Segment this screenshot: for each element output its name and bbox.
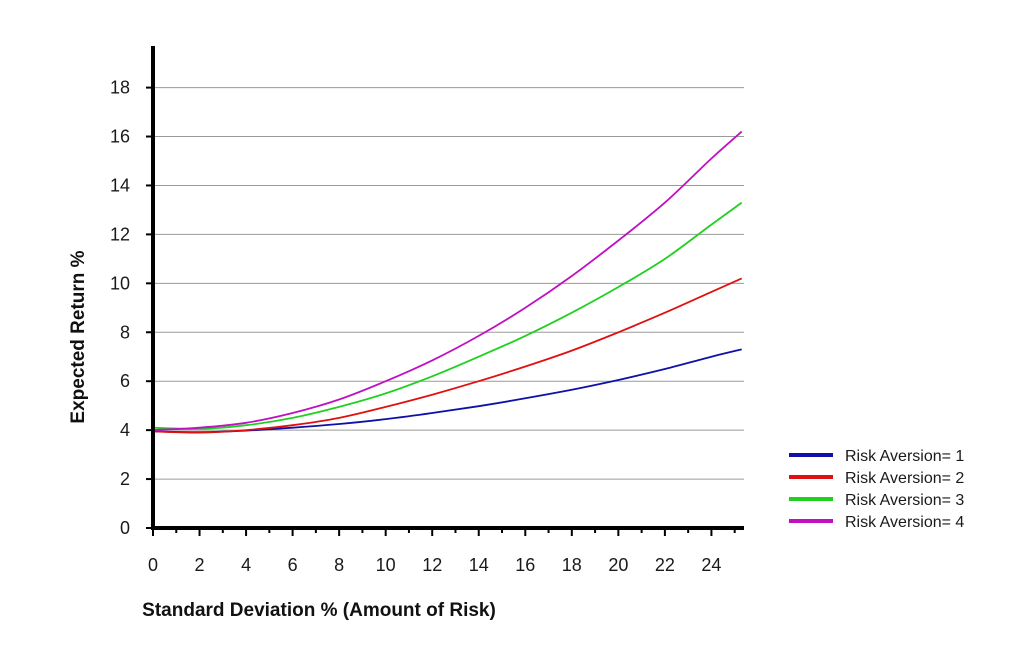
series-line-risk-aversion-3 bbox=[152, 201, 743, 430]
axes bbox=[151, 46, 744, 530]
y-tick-label: 16 bbox=[110, 127, 130, 147]
x-tick-label: 10 bbox=[376, 555, 396, 575]
x-tick-label: 4 bbox=[241, 555, 251, 575]
x-tick-label: 22 bbox=[655, 555, 675, 575]
y-tick-label: 4 bbox=[120, 420, 130, 440]
y-tick-label: 18 bbox=[110, 78, 130, 98]
legend-label-4: Risk Aversion= 4 bbox=[845, 514, 964, 531]
x-tick-label: 12 bbox=[422, 555, 442, 575]
y-tick-label: 12 bbox=[110, 224, 130, 244]
y-tick-label: 14 bbox=[110, 175, 130, 195]
x-axis-title: Standard Deviation % (Amount of Risk) bbox=[142, 600, 496, 621]
x-tick-label: 8 bbox=[334, 555, 344, 575]
legend-label-3: Risk Aversion= 3 bbox=[845, 492, 964, 509]
legend-label-2: Risk Aversion= 2 bbox=[845, 470, 964, 487]
y-tick-label: 0 bbox=[120, 518, 130, 538]
series-layer bbox=[152, 130, 743, 434]
y-tick-label: 10 bbox=[110, 273, 130, 293]
x-tick-label: 2 bbox=[195, 555, 205, 575]
y-tick-label: 6 bbox=[120, 371, 130, 391]
x-tick-label: 20 bbox=[608, 555, 628, 575]
x-tick-label: 24 bbox=[701, 555, 721, 575]
y-tick-label: 2 bbox=[120, 469, 130, 489]
x-tick-label: 0 bbox=[148, 555, 158, 575]
grid-lines bbox=[153, 87, 744, 480]
x-tick-label: 16 bbox=[515, 555, 535, 575]
legend: Risk Aversion= 1 Risk Aversion= 2 Risk Ave… bbox=[789, 448, 964, 531]
x-tick-label: 6 bbox=[288, 555, 298, 575]
y-axis-title: Expected Return % bbox=[68, 250, 89, 423]
series-line-risk-aversion-4 bbox=[152, 130, 743, 431]
x-tick-label: 18 bbox=[562, 555, 582, 575]
tick-marks bbox=[146, 86, 736, 536]
series-line-risk-aversion-2 bbox=[152, 277, 743, 434]
y-tick-label: 8 bbox=[120, 322, 130, 342]
x-tick-label: 14 bbox=[469, 555, 489, 575]
legend-label-1: Risk Aversion= 1 bbox=[845, 448, 964, 465]
